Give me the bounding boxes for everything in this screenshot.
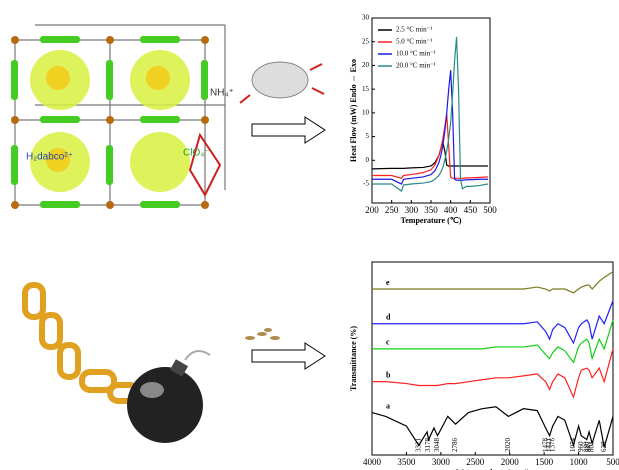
flakes <box>245 328 280 340</box>
peak-label: 3048 <box>433 438 441 453</box>
series-line <box>372 272 613 293</box>
y-tick-label: 30 <box>362 14 370 22</box>
legend-label: 10.0 °C min⁻¹ <box>396 50 436 58</box>
dabco-label: H₂dabco²⁺ <box>26 152 73 163</box>
peak-label: 628 <box>600 441 608 452</box>
series-label: b <box>386 370 391 379</box>
y-tick-label: 0 <box>366 156 370 164</box>
x-tick-label: 500 <box>483 205 497 215</box>
peak-label: 2020 <box>504 438 512 453</box>
series-label: d <box>386 313 391 322</box>
x-axis-label: Temperature (℃) <box>401 216 462 225</box>
x-tick-label: 350 <box>424 205 438 215</box>
x-tick-label: 1000 <box>570 457 589 467</box>
y-tick-label: -5 <box>363 180 369 188</box>
x-tick-label: 250 <box>385 205 399 215</box>
x-tick-label: 500 <box>606 457 619 467</box>
x-tick-label: 450 <box>464 205 478 215</box>
x-tick-label: 400 <box>444 205 458 215</box>
y-tick-label: 10 <box>362 108 370 116</box>
peak-label: 3321 <box>414 438 422 453</box>
peak-label: 803 <box>588 441 596 452</box>
y-tick-label: 20 <box>362 61 370 69</box>
series-line <box>372 301 613 343</box>
series-line <box>372 70 488 184</box>
x-tick-label: 3000 <box>432 457 451 467</box>
x-tick-label: 4000 <box>363 457 382 467</box>
y-tick-label: 5 <box>366 132 370 140</box>
series-label: c <box>386 338 390 347</box>
series-line <box>372 349 613 397</box>
charts: 200 250 300 350 400 450 500 -5 0 5 10 15 20 25 30 Tempe… <box>349 14 619 470</box>
y-tick-label: 15 <box>362 85 370 93</box>
series-line <box>372 142 488 169</box>
anion-label: ClO₄⁻ <box>183 148 210 159</box>
x-tick-label: 2500 <box>466 457 485 467</box>
y-tick-label: 25 <box>362 37 370 45</box>
series-label: e <box>386 278 390 287</box>
x-tick-label: 1500 <box>535 457 554 467</box>
explosion <box>240 62 324 103</box>
x-tick-label: 3500 <box>397 457 416 467</box>
cation-label: NH₄⁺ <box>210 88 234 99</box>
x-tick-label: 300 <box>405 205 419 215</box>
y-axis-label: Transmittance (%) <box>349 326 358 391</box>
graphical-abstract: NH₄⁺ H₂dabco²⁺ ClO₄⁻ 2002503003504004505… <box>0 0 619 470</box>
series-line <box>372 320 613 362</box>
legend-label: 20.0 °C min⁻¹ <box>396 62 436 70</box>
arrow <box>252 117 325 369</box>
legend-label: 2.5 °C min⁻¹ <box>396 26 432 34</box>
legend-label: 5.0 °C min⁻¹ <box>396 38 432 46</box>
peak-label: 3178 <box>424 438 432 453</box>
y-axis-label: Heat Flow (mW) Endo ⇔ Exo <box>349 59 358 162</box>
x-tick-label: 2000 <box>501 457 520 467</box>
peak-label: 1074 <box>569 438 577 453</box>
chain-and-bomb <box>25 285 210 443</box>
crystal-structure: NH₄⁺ H₂dabco²⁺ ClO₄⁻ <box>11 25 234 209</box>
x-tick-label: 200 <box>365 205 379 215</box>
peak-label: 2786 <box>451 438 459 453</box>
series-label: a <box>386 401 390 410</box>
peak-label: 1376 <box>548 438 556 453</box>
